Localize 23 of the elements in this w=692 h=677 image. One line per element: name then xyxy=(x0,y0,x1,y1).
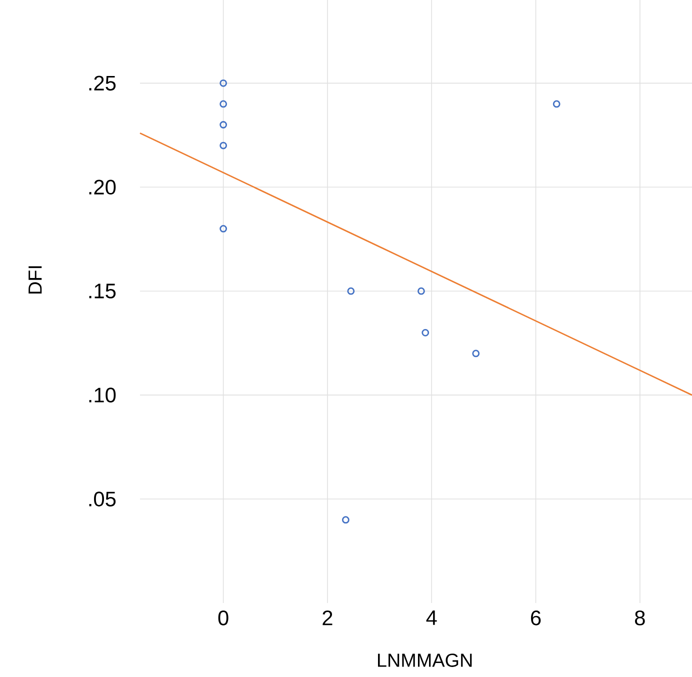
y-tick-label: .10 xyxy=(89,388,116,402)
point xyxy=(418,287,425,295)
y-tick-label: .05 xyxy=(89,492,116,506)
point xyxy=(342,516,350,524)
y-tick-label: .20 xyxy=(89,180,116,195)
point xyxy=(220,225,228,232)
y-axis-title: DFI xyxy=(28,266,42,294)
x-tick-label: 4 xyxy=(426,610,437,625)
point xyxy=(220,142,228,150)
x-axis-title: LNMMAGN xyxy=(378,654,472,667)
x-tick-label: 8 xyxy=(635,610,645,626)
point xyxy=(422,328,430,336)
point xyxy=(552,100,560,108)
x-tick-label: 2 xyxy=(322,610,332,626)
y-tick-label: .15 xyxy=(89,284,116,298)
point xyxy=(472,350,480,358)
point xyxy=(220,79,228,87)
x-tick-label: 0 xyxy=(218,610,228,626)
point xyxy=(347,287,355,295)
y-tick-label: .25 xyxy=(89,76,116,91)
x-tick-label: 6 xyxy=(531,610,541,626)
point xyxy=(220,121,228,128)
point xyxy=(220,100,228,108)
